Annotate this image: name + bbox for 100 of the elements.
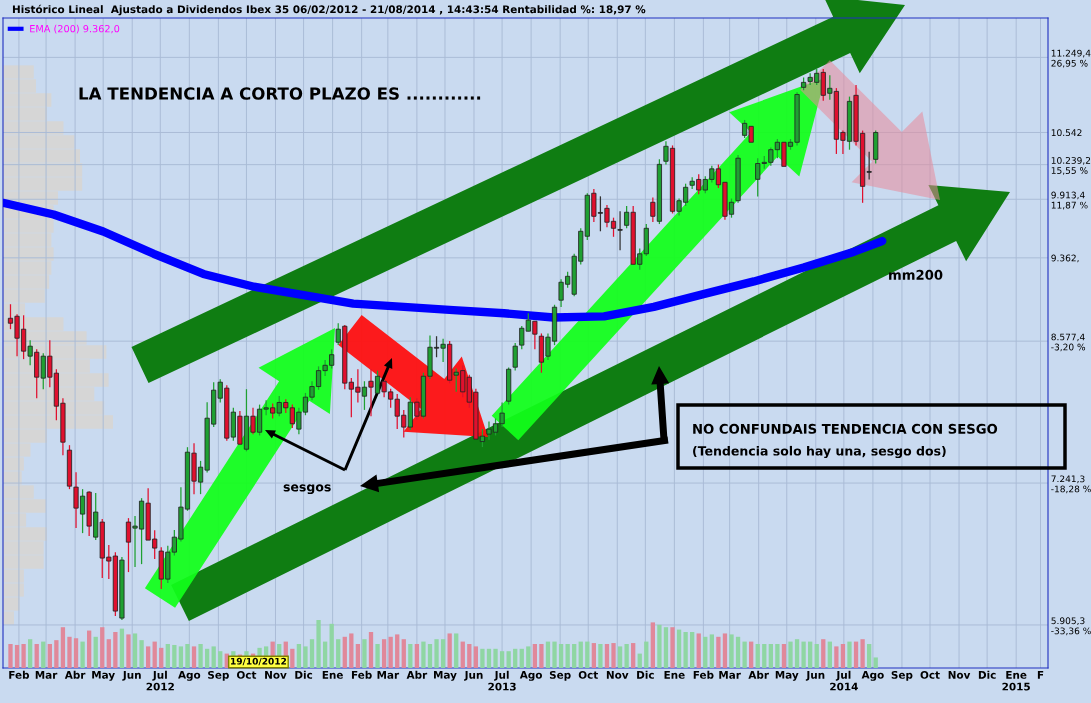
bar — [440, 639, 446, 668]
x-tick-label: May — [92, 671, 115, 681]
bar — [421, 641, 426, 668]
x-tick-label: Jul 2013 — [488, 670, 516, 691]
bar — [296, 644, 302, 668]
x-tick-label: Mar — [35, 671, 58, 679]
bar — [336, 639, 341, 668]
x-tick-label: Dic — [295, 670, 313, 679]
bar — [591, 643, 597, 668]
x-tick-label: Abr — [748, 670, 769, 679]
bar — [775, 644, 780, 668]
bar — [349, 633, 354, 668]
bar — [637, 653, 642, 668]
x-tick-label: May — [434, 671, 457, 681]
x-tick-label: Feb — [9, 670, 30, 679]
bar — [768, 644, 773, 668]
bar — [617, 646, 623, 668]
bar — [853, 641, 859, 668]
bar — [762, 644, 767, 668]
y-tick-label: 9.913,4 11,87 % — [1051, 191, 1088, 210]
bar — [749, 641, 754, 668]
bar — [486, 648, 492, 668]
bar — [8, 644, 13, 668]
bar — [132, 633, 138, 668]
bar — [375, 644, 380, 668]
x-tick-label: Nov — [265, 671, 287, 679]
bar — [499, 651, 505, 668]
bar — [368, 632, 374, 668]
bar — [565, 644, 570, 668]
bar — [873, 657, 878, 668]
bar — [788, 641, 793, 668]
bar — [650, 622, 655, 668]
annotation: mm200 — [889, 269, 943, 280]
bar — [532, 644, 538, 668]
bar — [303, 646, 308, 668]
annotation: LA TENDENCIA A CORTO PLAZO ES ............ — [79, 87, 481, 100]
bar — [578, 641, 583, 668]
bar — [145, 646, 151, 668]
bar — [663, 627, 669, 668]
bar — [165, 644, 170, 668]
x-tick-label: Abr — [406, 670, 428, 679]
bar — [513, 648, 518, 668]
bar — [34, 644, 39, 668]
x-tick-label: Feb — [693, 670, 714, 679]
bar — [21, 644, 26, 668]
bar — [316, 620, 321, 668]
bar — [329, 623, 334, 668]
x-tick-label: Ago — [178, 671, 201, 681]
bar — [139, 640, 144, 668]
bar — [388, 636, 393, 668]
bar — [847, 641, 852, 668]
bar — [545, 641, 551, 668]
bar — [526, 646, 531, 668]
x-tick-label: Jun — [464, 671, 483, 681]
bar — [47, 644, 52, 668]
bar — [519, 648, 524, 668]
candlestick — [512, 342, 518, 372]
legend-label: EMA (200) 9.362,0 — [30, 24, 120, 34]
bar — [381, 639, 387, 668]
y-tick-label: 10.239,2 15,55 % — [1051, 157, 1091, 175]
bar — [427, 644, 433, 668]
bar — [709, 634, 714, 668]
x-tick-label: Ago — [861, 671, 884, 681]
candlestick — [617, 210, 623, 251]
x-tick-label: Feb — [351, 670, 372, 679]
x-tick-label: Oct — [920, 670, 940, 679]
bar — [506, 651, 511, 668]
bar — [867, 644, 872, 668]
bar — [93, 636, 98, 668]
x-tick-label: Sep — [208, 670, 229, 681]
bar — [218, 651, 223, 668]
x-tick-label: Nov — [606, 671, 629, 679]
bar — [722, 633, 728, 668]
x-tick-label: Jul 2014 — [830, 670, 858, 691]
bar — [860, 639, 865, 668]
bar — [14, 644, 20, 668]
x-tick-label: Ene — [664, 671, 685, 679]
bar — [454, 633, 459, 668]
x-tick-label: F — [1037, 671, 1044, 679]
bar — [204, 648, 210, 668]
bar — [54, 640, 59, 668]
annotation: NO CONFUNDAIS TENDENCIA CON SESGO — [693, 423, 998, 434]
bar — [159, 647, 164, 668]
bar — [460, 641, 465, 668]
bar — [493, 648, 498, 668]
bar — [126, 634, 131, 668]
bar — [211, 646, 216, 668]
bar — [604, 644, 610, 668]
bar — [703, 636, 708, 668]
x-tick-label: Oct — [236, 670, 257, 679]
bar — [191, 646, 197, 668]
bar — [558, 644, 564, 668]
bar — [781, 644, 787, 668]
y-tick-label: 10.542 — [1051, 129, 1082, 137]
bar — [198, 644, 203, 668]
bar — [172, 644, 177, 668]
x-tick-label: Abr — [64, 670, 86, 679]
annotation: sesgos — [283, 484, 331, 495]
bar — [676, 629, 682, 668]
x-tick-label: Mar — [719, 671, 741, 679]
